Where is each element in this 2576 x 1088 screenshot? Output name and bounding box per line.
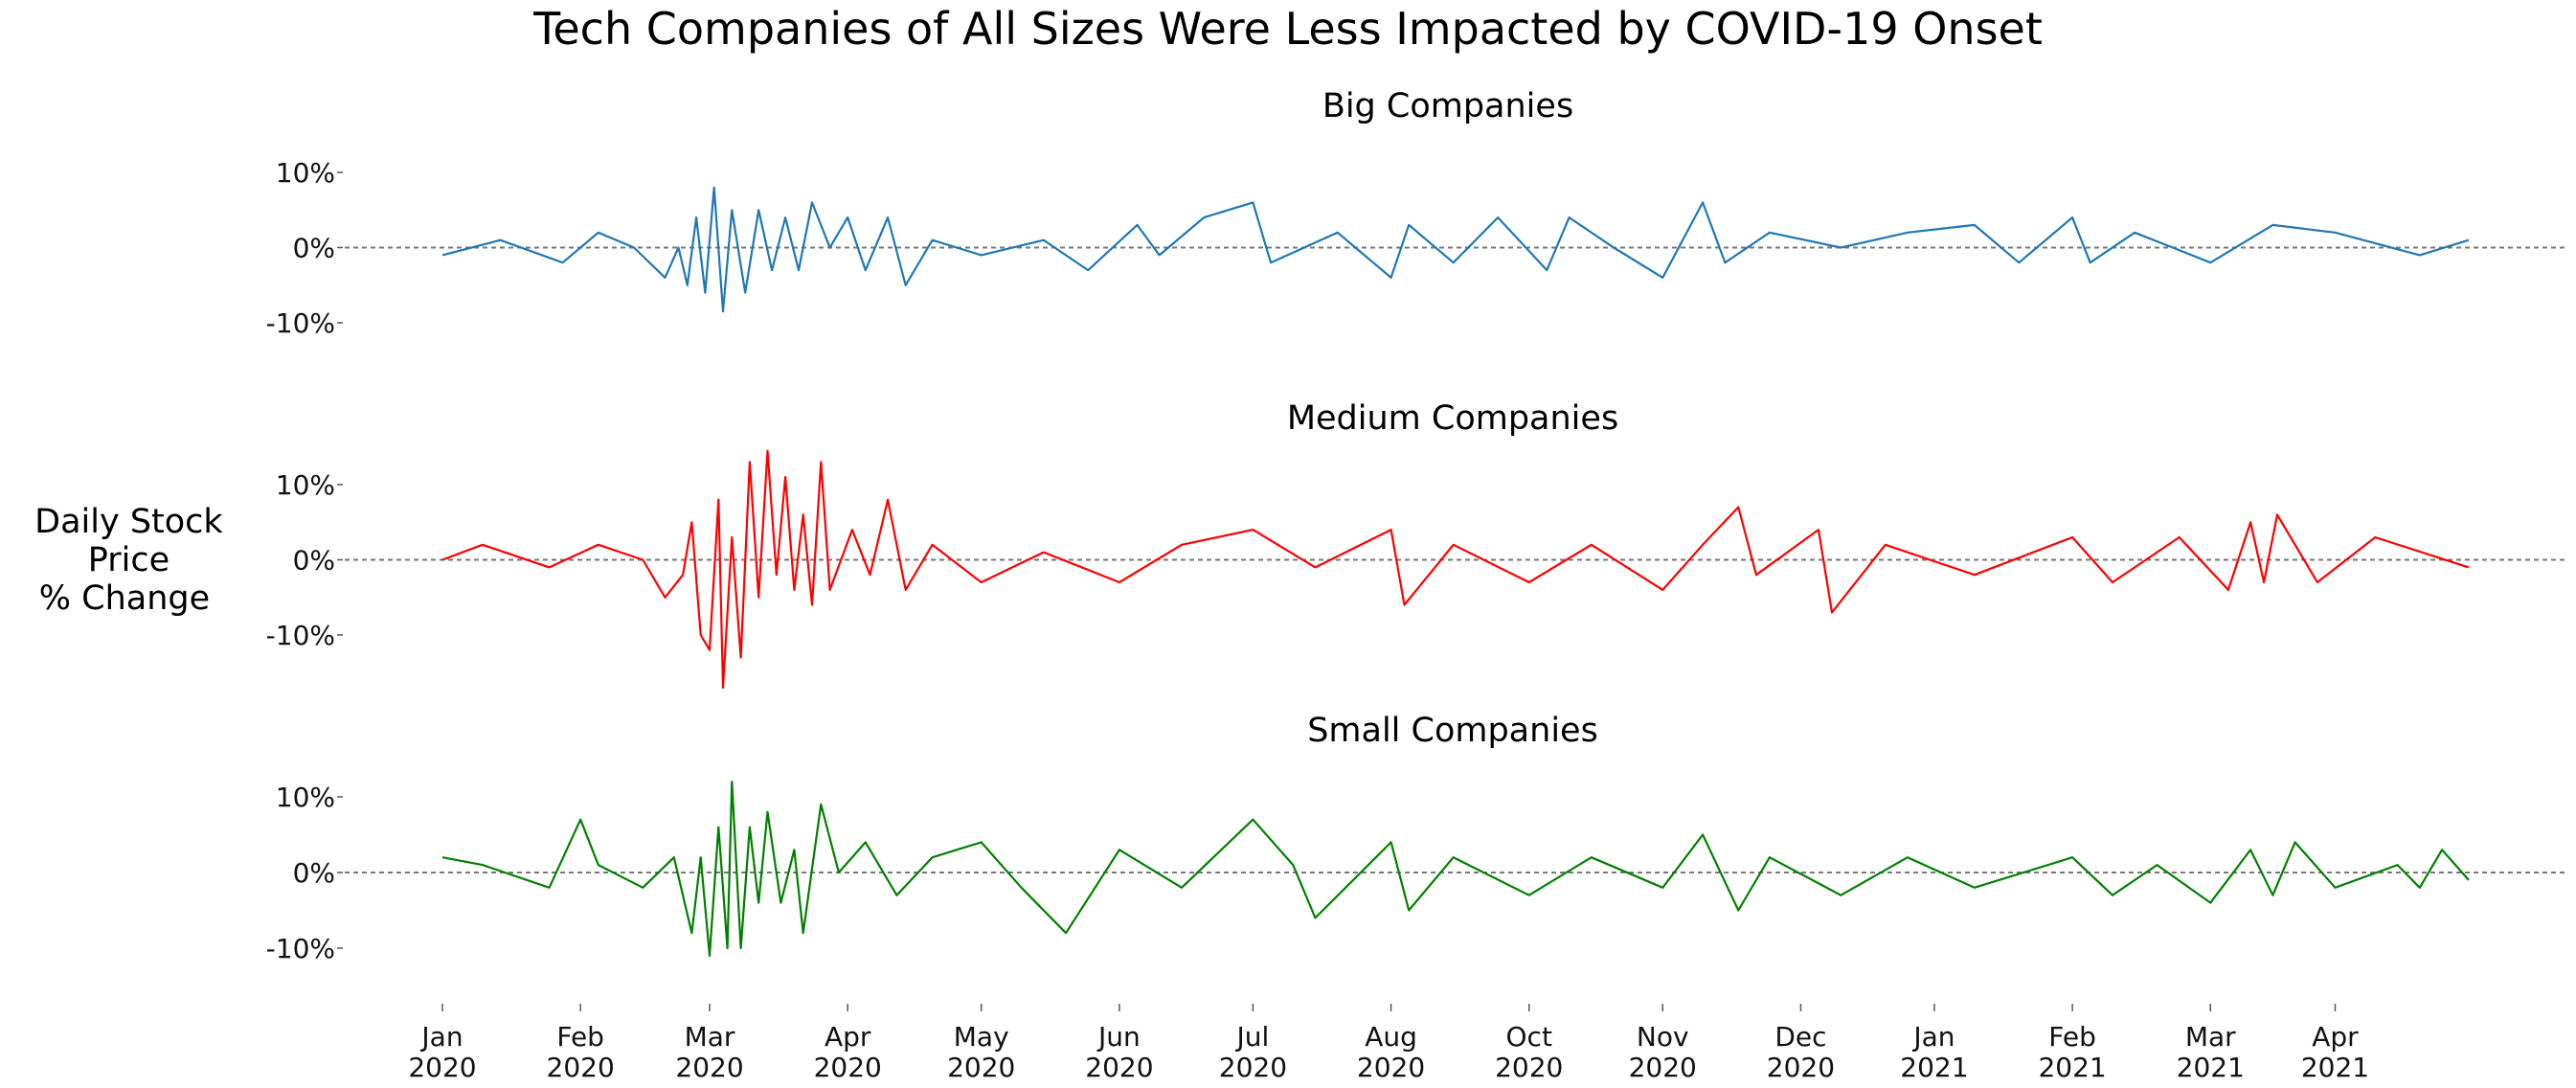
- x-tick-year: 2021: [2301, 1052, 2369, 1083]
- x-tick-month: Jan: [419, 1021, 463, 1053]
- x-tick-year: 2021: [2177, 1052, 2245, 1083]
- x-tick-month: Jul: [1235, 1021, 1270, 1053]
- x-tick-year: 2020: [408, 1052, 476, 1083]
- x-tick-month: Apr: [825, 1021, 871, 1053]
- x-tick-year: 2020: [947, 1052, 1015, 1083]
- figure-title: Tech Companies of All Sizes Were Less Im…: [532, 3, 2043, 55]
- series-line: [441, 186, 2470, 313]
- x-tick-year: 2020: [1629, 1052, 1697, 1083]
- x-axis: Jan2020Feb2020Mar2020Apr2020May2020Jun20…: [408, 1004, 2369, 1083]
- panel-small-companies: Small Companies 10% 0% -10%: [266, 712, 2566, 964]
- series-line: [441, 781, 2470, 957]
- y-tick-label: 10%: [276, 782, 335, 813]
- y-tick-label: 10%: [276, 469, 335, 501]
- x-tick-year: 2021: [2038, 1052, 2106, 1083]
- y-tick-label: 0%: [293, 233, 335, 264]
- small-companies-plot: 10% 0% -10%: [266, 781, 2566, 964]
- y-axis-label-line-2: Price: [88, 541, 169, 579]
- y-tick-label: -10%: [266, 933, 335, 964]
- x-tick-year: 2020: [547, 1052, 615, 1083]
- panel-medium-companies: Medium Companies 10% 0% -10%: [266, 399, 2566, 690]
- y-axis-label: Daily Stock Price % Change: [34, 503, 234, 618]
- x-tick-month: May: [954, 1021, 1009, 1053]
- y-tick-label: -10%: [266, 307, 335, 339]
- x-tick-month: Mar: [2185, 1021, 2236, 1053]
- x-tick-month: Dec: [1774, 1021, 1826, 1053]
- x-tick-month: Nov: [1637, 1021, 1689, 1053]
- y-tick-label: 10%: [276, 157, 335, 189]
- y-tick-label: -10%: [266, 620, 335, 651]
- x-tick-month: Aug: [1365, 1021, 1417, 1053]
- x-tick-year: 2020: [1767, 1052, 1835, 1083]
- panel-title-medium-companies: Medium Companies: [1287, 399, 1618, 438]
- x-tick-month: Feb: [556, 1021, 604, 1053]
- x-tick-month: Jun: [1096, 1021, 1141, 1053]
- y-tick-label: 0%: [293, 857, 335, 889]
- x-tick-year: 2020: [1085, 1052, 1153, 1083]
- x-tick-year: 2020: [675, 1052, 743, 1083]
- x-tick-month: Jan: [1911, 1021, 1955, 1053]
- y-tick-label: 0%: [293, 545, 335, 577]
- medium-companies-plot: 10% 0% -10%: [266, 449, 2566, 690]
- x-tick-month: Apr: [2312, 1021, 2359, 1053]
- panel-big-companies: Big Companies 10% 0% -10%: [266, 87, 2566, 339]
- x-tick-year: 2020: [1495, 1052, 1563, 1083]
- y-axis-label-line-1: Daily Stock: [34, 503, 223, 541]
- x-tick-year: 2020: [814, 1052, 882, 1083]
- big-companies-plot: 10% 0% -10%: [266, 157, 2566, 339]
- x-tick-month: Mar: [685, 1021, 735, 1053]
- panel-title-small-companies: Small Companies: [1307, 712, 1598, 750]
- x-tick-year: 2021: [1900, 1052, 1968, 1083]
- x-tick-year: 2020: [1219, 1052, 1287, 1083]
- x-tick-month: Feb: [2048, 1021, 2096, 1053]
- y-axis-label-line-3: % Change: [39, 579, 210, 618]
- series-line: [441, 449, 2470, 690]
- x-tick-year: 2020: [1357, 1052, 1425, 1083]
- panel-title-big-companies: Big Companies: [1322, 87, 1573, 125]
- x-tick-month: Oct: [1506, 1021, 1552, 1053]
